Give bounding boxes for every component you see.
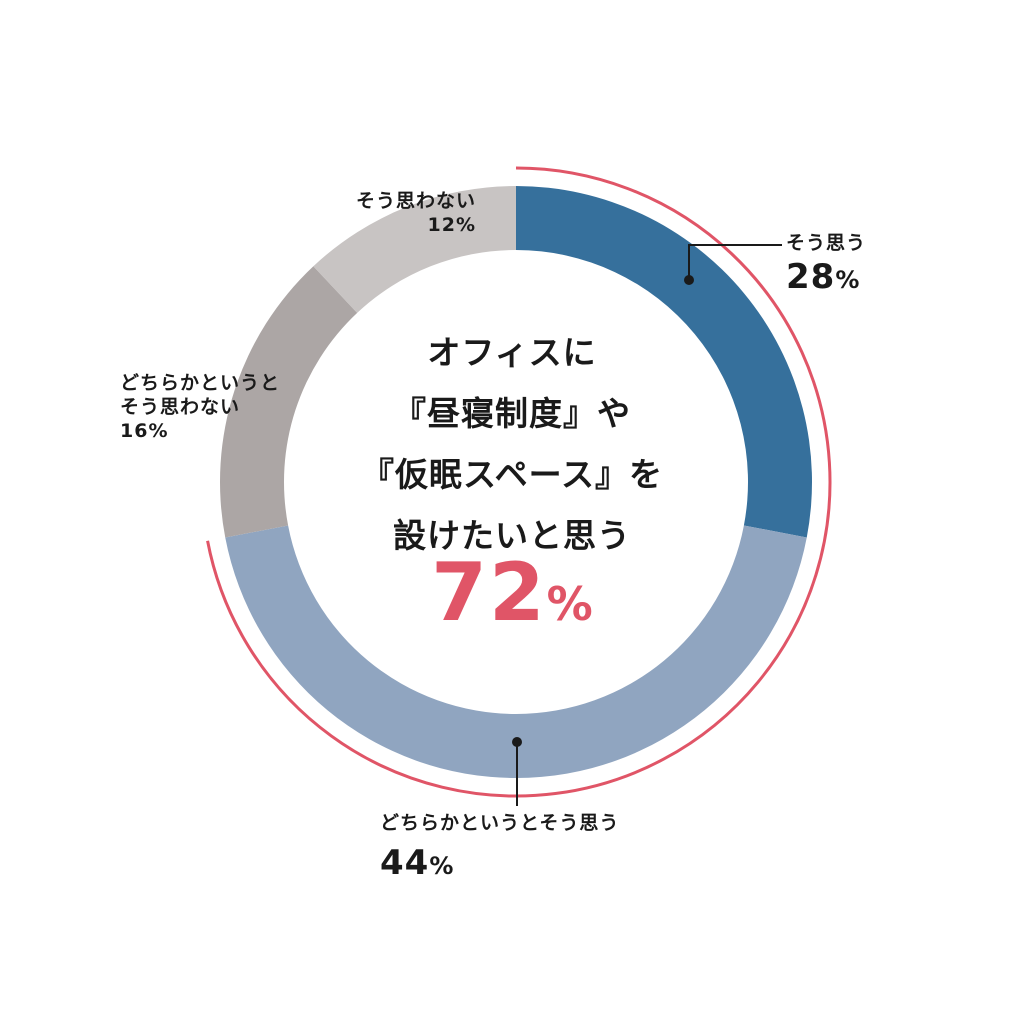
chart-title: オフィスに 『昼寝制度』や 『仮眠スペース』を 設けたいと思う <box>312 322 712 566</box>
label-soo-omou-number: 28 <box>786 256 836 297</box>
label-soo-omowanai-value: 12% <box>427 213 476 236</box>
title-line-2: 『昼寝制度』や <box>393 394 631 433</box>
label-dochiraka-omou-number: 44 <box>380 842 430 883</box>
label-soo-omowanai: そう思わない 12% <box>344 190 476 238</box>
label-dochiraka-omou: どちらかというとそう思う 44% <box>380 812 619 884</box>
label-dochiraka-omowanai-value: 16% <box>120 419 169 442</box>
highlight-value: 72% <box>312 546 712 639</box>
label-dochiraka-omou-value: 44% <box>380 842 619 885</box>
label-soo-omou-unit: % <box>835 265 861 294</box>
label-dochiraka-omou-name: どちらかというとそう思う <box>380 812 620 834</box>
slice-soo-omowanai <box>313 186 516 313</box>
title-line-1: オフィスに <box>427 333 597 372</box>
leader-soo-omou-line <box>688 244 782 280</box>
leader-dochiraka-omou-dot <box>512 737 522 747</box>
label-dochiraka-omowanai-name-2: そう思わない <box>120 395 241 418</box>
label-soo-omou-value: 28% <box>786 256 866 299</box>
label-soo-omowanai-name: そう思わない <box>355 190 476 212</box>
label-dochiraka-omowanai-name-1: どちらかというと <box>120 372 281 394</box>
slice-dochiraka-omou <box>225 525 807 779</box>
label-soo-omou: そう思う 28% <box>786 232 866 298</box>
label-dochiraka-omowanai: どちらかというと そう思わない 16% <box>120 372 280 443</box>
label-soo-omou-name: そう思う <box>786 232 867 254</box>
leader-soo-omou-dot <box>684 275 694 285</box>
title-line-4: 設けたいと思う <box>393 516 631 555</box>
slice-soo-omou <box>516 186 812 538</box>
slice-dochiraka-omowanai <box>220 266 358 538</box>
label-dochiraka-omou-unit: % <box>429 851 455 880</box>
highlight-arc-72 <box>206 166 832 798</box>
highlight-unit: % <box>546 577 593 631</box>
title-line-3: 『仮眠スペース』を <box>360 455 664 494</box>
highlight-number: 72 <box>431 546 547 639</box>
